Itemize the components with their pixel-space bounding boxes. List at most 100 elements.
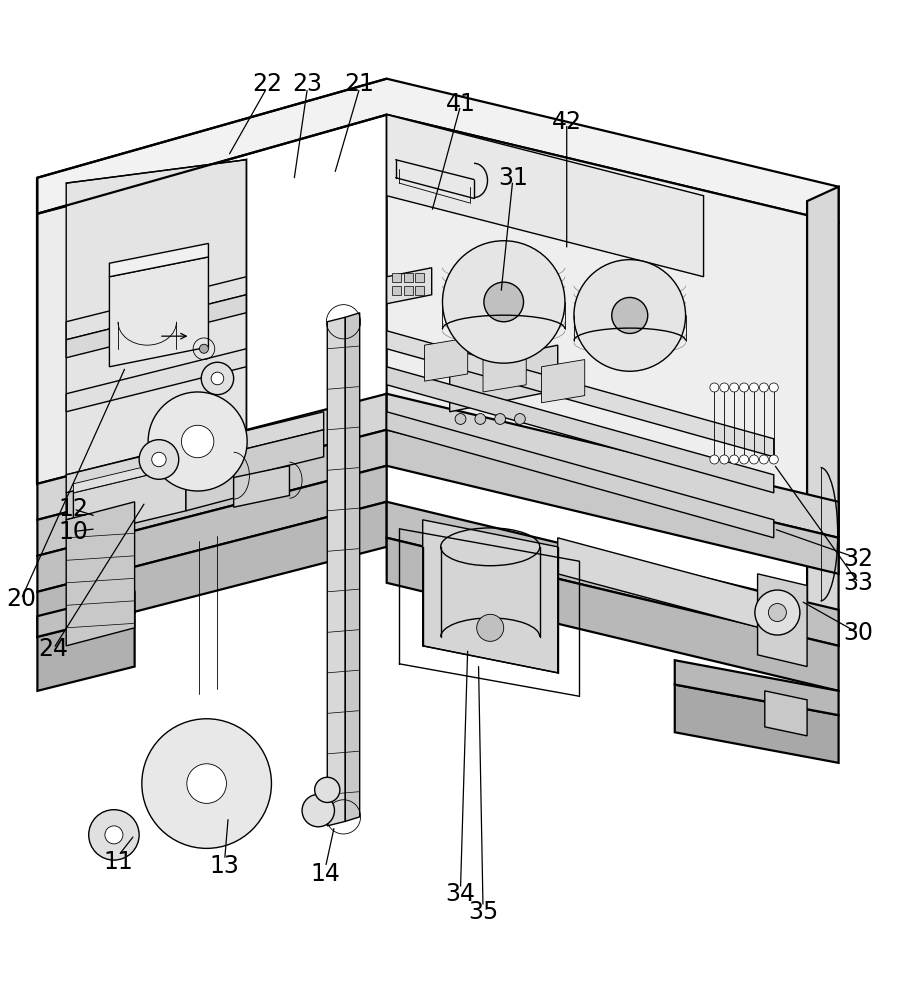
Bar xyxy=(391,286,400,295)
Polygon shape xyxy=(66,412,323,493)
Circle shape xyxy=(302,794,334,827)
Text: 13: 13 xyxy=(209,854,239,878)
Polygon shape xyxy=(66,295,246,358)
Polygon shape xyxy=(37,79,838,223)
Circle shape xyxy=(769,383,778,392)
Circle shape xyxy=(611,297,647,333)
Circle shape xyxy=(88,810,139,860)
Circle shape xyxy=(442,241,565,363)
Circle shape xyxy=(759,455,768,464)
Bar xyxy=(391,273,400,282)
Circle shape xyxy=(314,777,339,802)
Polygon shape xyxy=(386,394,838,538)
Polygon shape xyxy=(386,268,431,304)
Circle shape xyxy=(483,282,523,322)
Text: 20: 20 xyxy=(6,587,36,611)
Circle shape xyxy=(181,425,214,458)
Circle shape xyxy=(719,455,728,464)
Text: 21: 21 xyxy=(345,72,374,96)
Circle shape xyxy=(759,383,768,392)
Polygon shape xyxy=(37,613,134,691)
Circle shape xyxy=(709,455,718,464)
Polygon shape xyxy=(386,331,773,457)
Circle shape xyxy=(768,604,786,622)
Polygon shape xyxy=(557,538,793,637)
Polygon shape xyxy=(73,466,186,538)
Circle shape xyxy=(749,455,758,464)
Polygon shape xyxy=(386,115,838,538)
Polygon shape xyxy=(674,660,838,715)
Circle shape xyxy=(709,383,718,392)
Text: 22: 22 xyxy=(252,72,281,96)
Circle shape xyxy=(719,383,728,392)
Polygon shape xyxy=(37,394,386,520)
Polygon shape xyxy=(234,466,290,507)
Bar xyxy=(403,286,412,295)
Polygon shape xyxy=(37,466,386,592)
Polygon shape xyxy=(483,349,526,392)
Circle shape xyxy=(739,383,748,392)
Polygon shape xyxy=(109,257,208,367)
Polygon shape xyxy=(66,160,246,475)
Polygon shape xyxy=(37,502,386,637)
Circle shape xyxy=(494,414,505,424)
Text: 24: 24 xyxy=(39,637,69,661)
Polygon shape xyxy=(449,345,557,412)
Bar xyxy=(415,273,424,282)
Bar xyxy=(403,273,412,282)
Circle shape xyxy=(514,414,525,424)
Polygon shape xyxy=(66,502,134,646)
Circle shape xyxy=(187,764,226,803)
Text: 42: 42 xyxy=(551,110,581,134)
Polygon shape xyxy=(386,115,703,277)
Circle shape xyxy=(201,362,234,395)
Text: 30: 30 xyxy=(842,621,872,645)
Circle shape xyxy=(142,719,272,848)
Polygon shape xyxy=(66,349,246,412)
Polygon shape xyxy=(37,160,246,484)
Polygon shape xyxy=(327,317,345,826)
Circle shape xyxy=(148,392,247,491)
Polygon shape xyxy=(541,360,584,403)
Circle shape xyxy=(474,414,485,424)
Polygon shape xyxy=(66,430,323,520)
Bar xyxy=(415,286,424,295)
Polygon shape xyxy=(806,187,838,660)
Text: 23: 23 xyxy=(292,72,322,96)
Polygon shape xyxy=(66,277,246,340)
Text: 14: 14 xyxy=(310,862,340,886)
Text: 12: 12 xyxy=(59,497,88,521)
Polygon shape xyxy=(764,691,806,736)
Polygon shape xyxy=(37,592,134,637)
Circle shape xyxy=(754,590,799,635)
Circle shape xyxy=(574,260,685,371)
Circle shape xyxy=(739,455,748,464)
Polygon shape xyxy=(757,574,806,667)
Text: 32: 32 xyxy=(842,547,872,571)
Circle shape xyxy=(749,383,758,392)
Text: 10: 10 xyxy=(59,520,88,544)
Polygon shape xyxy=(345,313,359,821)
Polygon shape xyxy=(386,430,838,574)
Text: 33: 33 xyxy=(842,571,872,595)
Circle shape xyxy=(152,452,166,467)
Polygon shape xyxy=(386,367,773,493)
Text: 34: 34 xyxy=(445,882,475,906)
Polygon shape xyxy=(674,685,838,763)
Circle shape xyxy=(211,372,224,385)
Polygon shape xyxy=(109,243,208,277)
Text: 41: 41 xyxy=(445,92,475,116)
Polygon shape xyxy=(73,457,186,493)
Polygon shape xyxy=(186,453,234,511)
Polygon shape xyxy=(386,538,838,691)
Text: 31: 31 xyxy=(497,166,527,190)
Circle shape xyxy=(105,826,123,844)
Text: 11: 11 xyxy=(104,850,133,874)
Polygon shape xyxy=(424,338,467,381)
Circle shape xyxy=(729,383,738,392)
Polygon shape xyxy=(422,520,557,673)
Circle shape xyxy=(729,455,738,464)
Polygon shape xyxy=(386,502,838,646)
Circle shape xyxy=(139,440,179,479)
Circle shape xyxy=(455,414,465,424)
